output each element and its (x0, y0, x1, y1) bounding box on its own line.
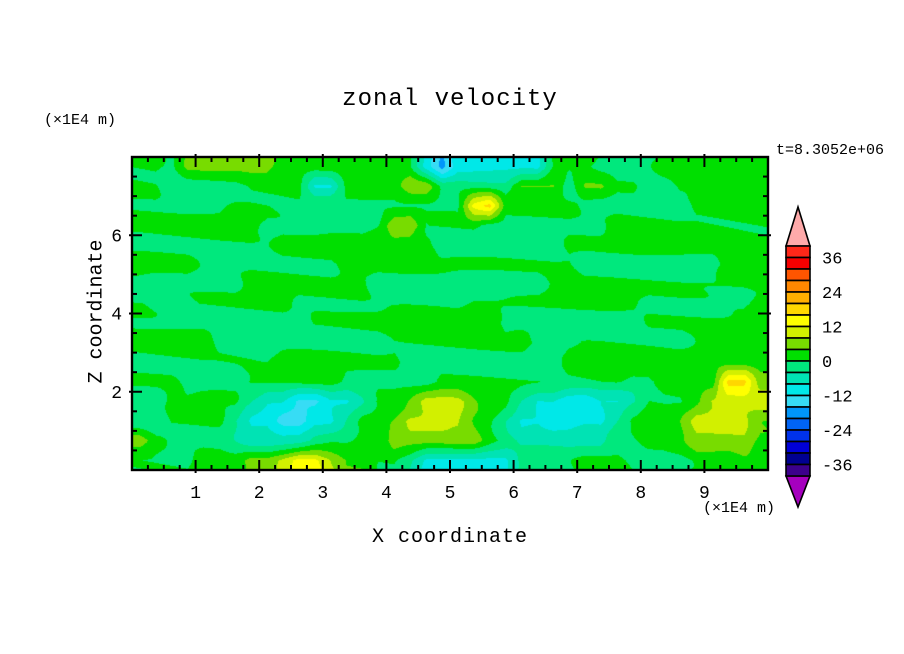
x-axis-unit-label: (×1E4 m) (702, 500, 775, 517)
time-label: t=8.3052e+06 (776, 142, 885, 159)
svg-text:6: 6 (111, 227, 122, 247)
svg-text:5: 5 (445, 484, 456, 504)
z-axis-unit-label: (×1E4 m) (44, 112, 117, 129)
z-axis-title: Z coordinate (85, 239, 109, 384)
z-tick-labels: 2 4 6 (111, 227, 122, 404)
svg-text:-12: -12 (822, 389, 853, 408)
colorbar (784, 204, 812, 510)
svg-text:4: 4 (381, 484, 392, 504)
svg-text:24: 24 (822, 285, 842, 304)
svg-text:6: 6 (508, 484, 519, 504)
svg-text:0: 0 (822, 354, 832, 373)
x-axis-title: X coordinate (371, 526, 529, 549)
svg-text:2: 2 (254, 484, 265, 504)
svg-text:7: 7 (572, 484, 583, 504)
svg-text:-24: -24 (822, 423, 853, 442)
svg-text:3: 3 (317, 484, 328, 504)
svg-text:4: 4 (111, 306, 122, 326)
svg-text:2: 2 (111, 384, 122, 404)
svg-text:1: 1 (190, 484, 201, 504)
plot-title: zonal velocity (342, 86, 558, 113)
colorbar-over-arrow (784, 204, 812, 247)
svg-text:36: 36 (822, 251, 842, 270)
svg-text:12: 12 (822, 320, 842, 339)
colorbar-labels: 36 24 12 0 -12 -24 -36 (822, 251, 853, 477)
contour-field-canvas (132, 157, 768, 470)
colorbar-under-arrow (784, 475, 812, 510)
svg-text:-36: -36 (822, 458, 853, 477)
